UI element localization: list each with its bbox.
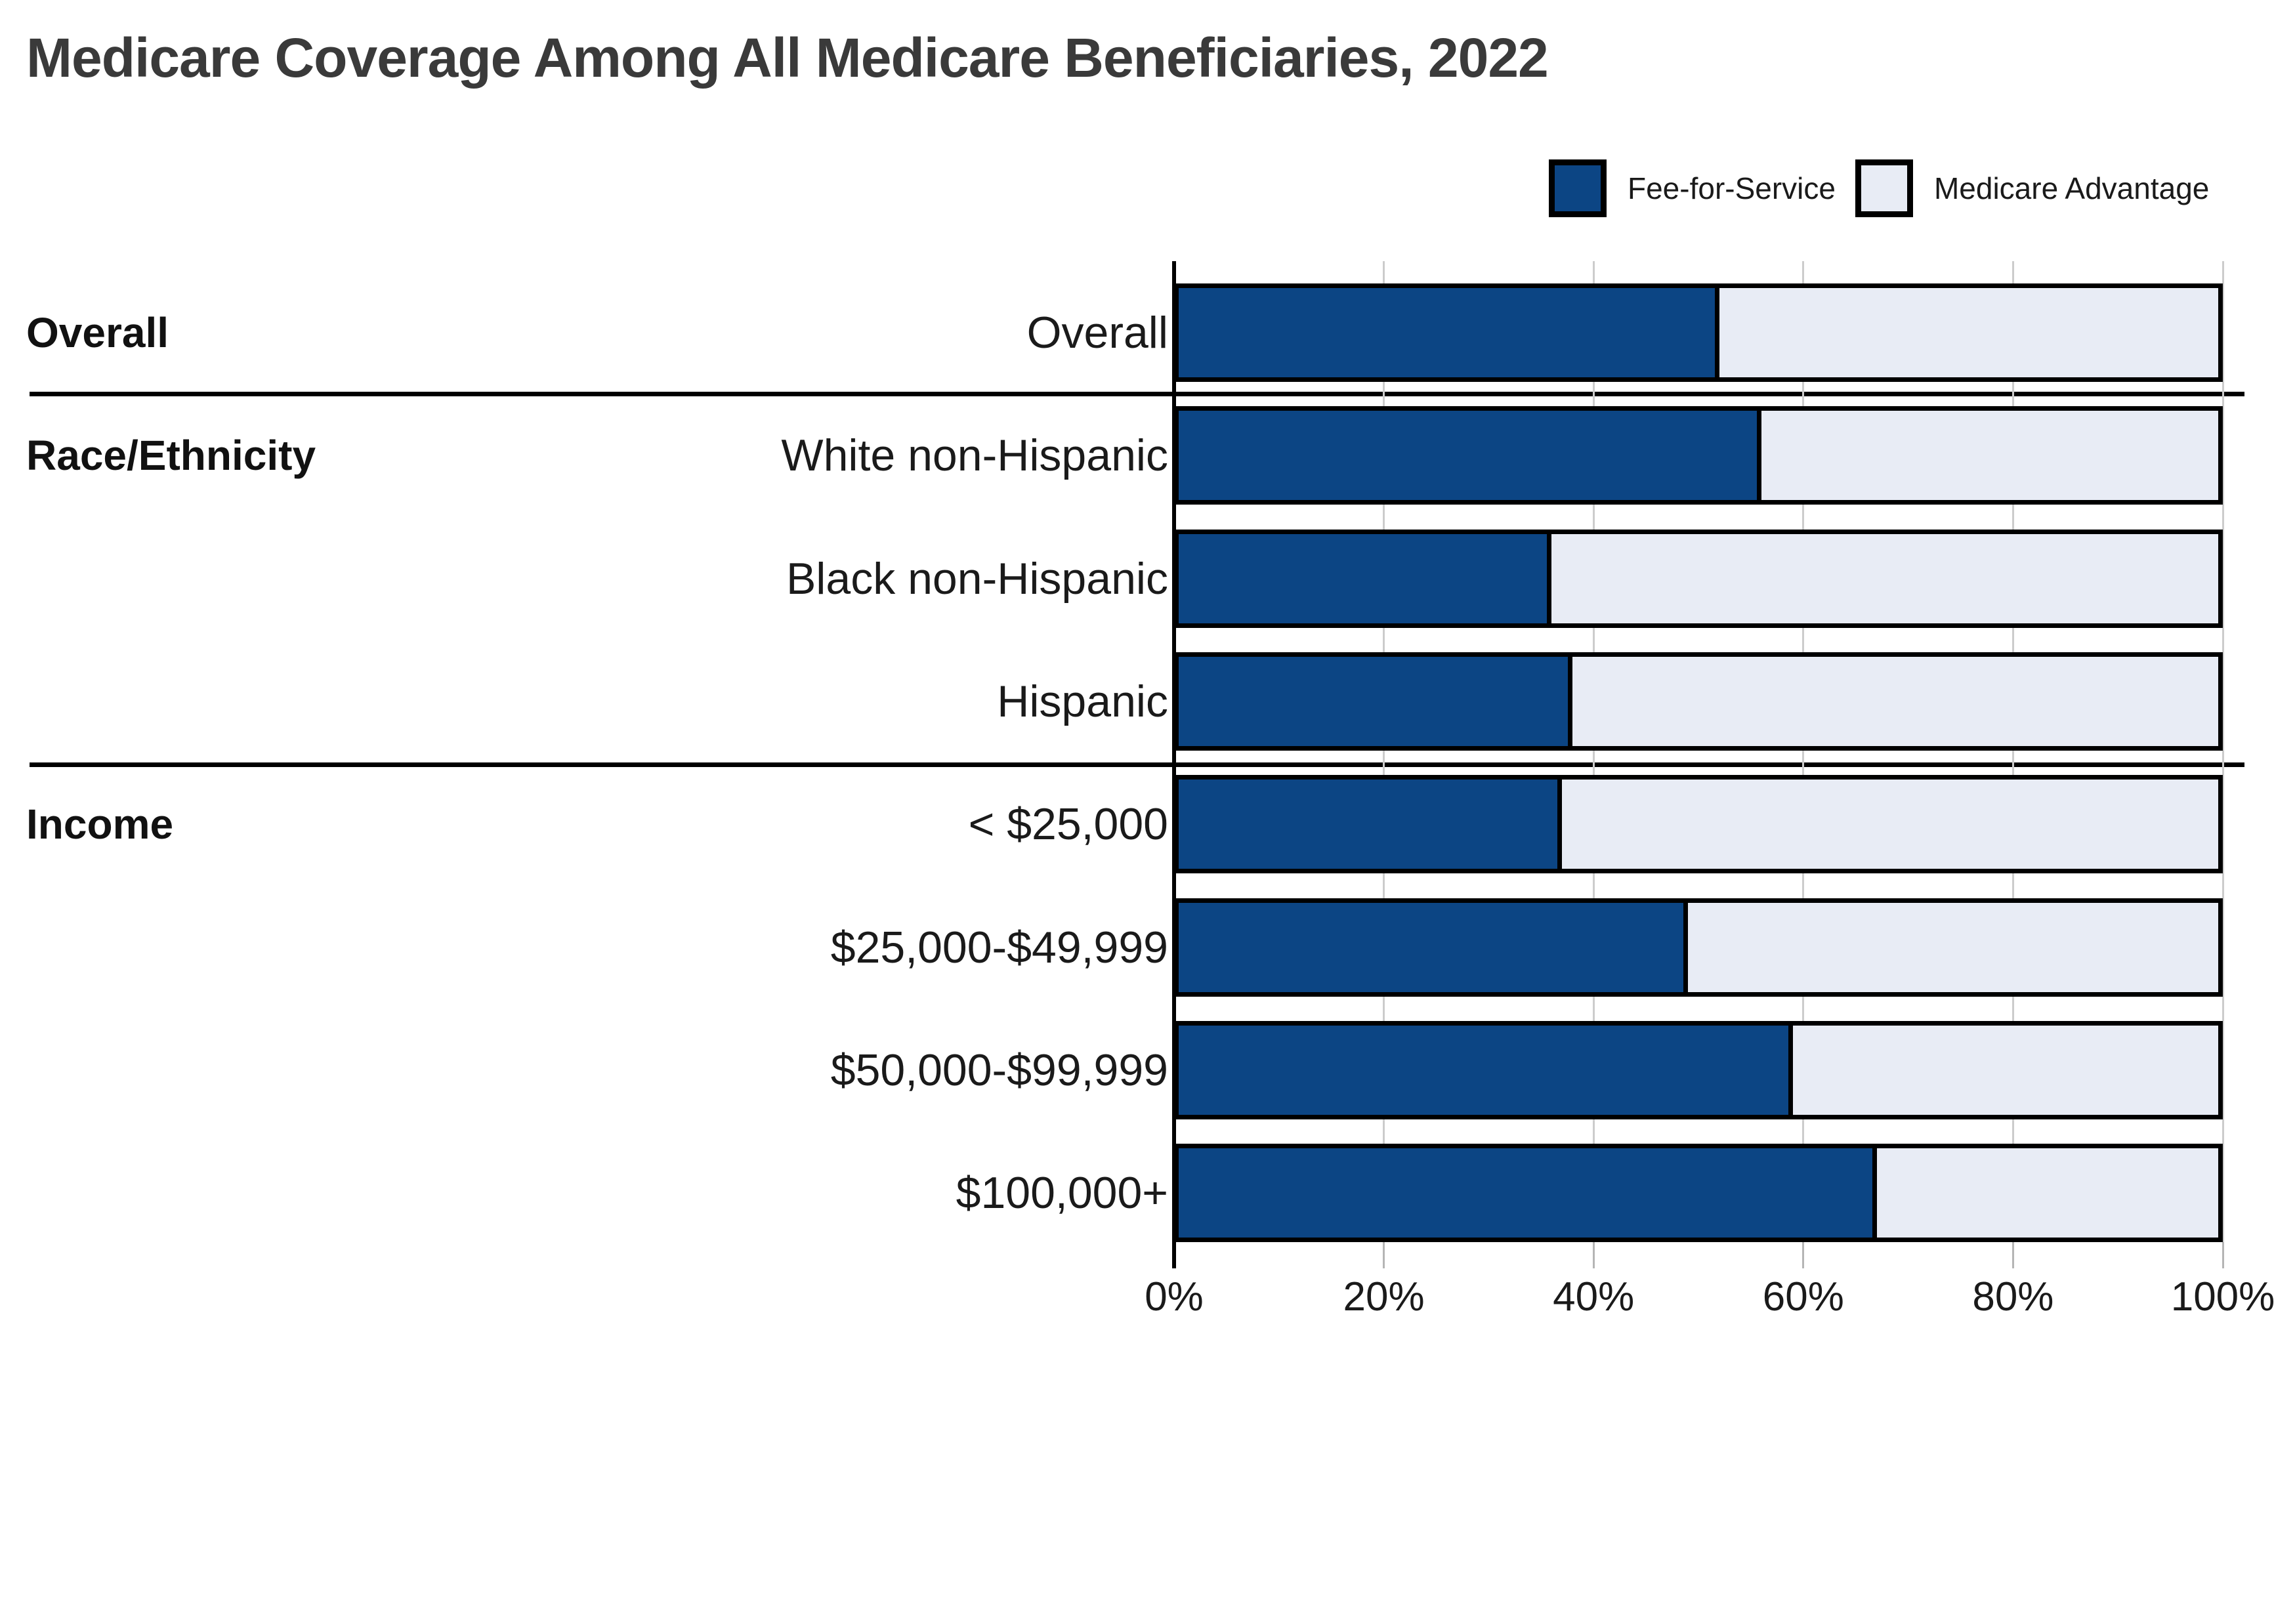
y-axis-line [1172,261,1176,1268]
row-label: < $25,000 [968,799,1168,850]
axis-tick-label: 60% [1762,1274,1844,1320]
gridline [2221,261,2224,1242]
row-label: Hispanic [997,676,1168,726]
bar-row [1174,775,2223,874]
section-divider [30,392,2244,396]
row-label: Black non-Hispanic [786,553,1168,604]
gridline [1802,261,1805,1242]
axis-tick-label: 80% [1972,1274,2054,1320]
row-label: $100,000+ [956,1168,1168,1218]
bar-segment-fee-for-service [1179,533,1552,623]
bar-row [1174,529,2223,628]
bar-segment-fee-for-service [1179,288,1719,377]
legend-label: Medicare Advantage [1933,171,2210,205]
bar-segment-fee-for-service [1179,656,1573,746]
legend-swatch-fee-for-service [1549,159,1607,217]
bar-row [1174,898,2223,997]
axis-tick-label: 20% [1343,1274,1425,1320]
group-label-race-ethnicity: Race/Ethnicity [26,432,316,479]
axis-tick-label: 0% [1145,1274,1204,1320]
row-label: Overall [1026,308,1168,358]
legend-swatch-medicare-advantage [1855,159,1913,217]
bar-segment-fee-for-service [1179,1025,1793,1115]
group-label-overall: Overall [26,309,169,356]
bar-row [1174,1020,2223,1119]
section-divider [30,762,2244,767]
bar-row [1174,283,2223,382]
axis-tick-label: 40% [1553,1274,1635,1320]
axis-tick [2221,1242,2224,1268]
legend-item-fee-for-service: Fee-for-Service [1549,159,1836,217]
gridline [1592,261,1595,1242]
row-label: $25,000-$49,999 [830,922,1168,972]
bar-row [1174,652,2223,751]
row-label: White non-Hispanic [781,430,1168,481]
bar-row [1174,1144,2223,1243]
chart-title: Medicare Coverage Among All Medicare Ben… [26,27,1549,89]
legend-item-medicare-advantage: Medicare Advantage [1855,159,2209,217]
legend: Fee-for-Service Medicare Advantage [1549,159,2209,217]
axis-tick [1383,1242,1385,1268]
bar-segment-fee-for-service [1179,902,1689,992]
gridline [1383,261,1385,1242]
axis-tick [1802,1242,1805,1268]
axis-tick [2011,1242,2014,1268]
gridline [2011,261,2014,1242]
bar-row [1174,406,2223,505]
axis-tick-label: 100% [2170,1274,2274,1320]
row-label: $50,000-$99,999 [830,1045,1168,1095]
legend-label: Fee-for-Service [1628,171,1836,205]
group-label-income: Income [26,801,174,848]
bar-segment-fee-for-service [1179,411,1761,501]
bar-segment-fee-for-service [1179,780,1563,869]
bar-segment-fee-for-service [1179,1148,1877,1238]
axis-tick [1592,1242,1595,1268]
